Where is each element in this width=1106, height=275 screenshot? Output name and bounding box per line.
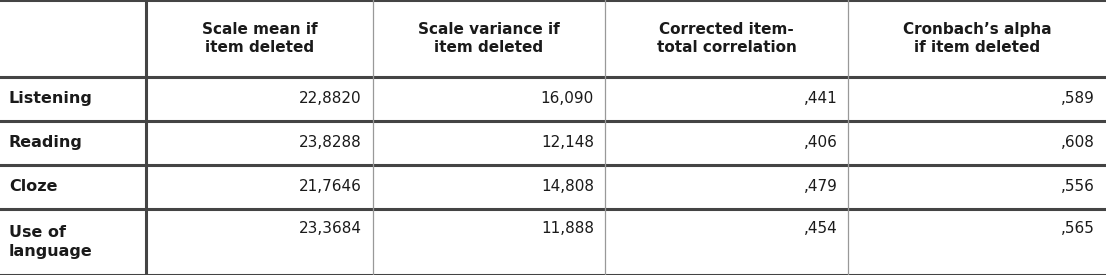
Text: ,608: ,608 bbox=[1061, 135, 1095, 150]
Text: 14,808: 14,808 bbox=[541, 179, 594, 194]
Text: 16,090: 16,090 bbox=[541, 91, 594, 106]
Text: 23,8288: 23,8288 bbox=[299, 135, 362, 150]
Text: Cronbach’s alpha
if item deleted: Cronbach’s alpha if item deleted bbox=[902, 22, 1052, 55]
Text: Listening: Listening bbox=[9, 91, 93, 106]
Text: 11,888: 11,888 bbox=[541, 221, 594, 236]
Text: Scale mean if
item deleted: Scale mean if item deleted bbox=[201, 22, 317, 55]
Text: Scale variance if
item deleted: Scale variance if item deleted bbox=[418, 22, 560, 55]
Text: Reading: Reading bbox=[9, 135, 83, 150]
Text: 21,7646: 21,7646 bbox=[299, 179, 362, 194]
Text: Corrected item-
total correlation: Corrected item- total correlation bbox=[657, 22, 796, 55]
Text: ,454: ,454 bbox=[803, 221, 837, 236]
Text: 22,8820: 22,8820 bbox=[299, 91, 362, 106]
Text: ,565: ,565 bbox=[1061, 221, 1095, 236]
Text: Use of
language: Use of language bbox=[9, 225, 93, 259]
Text: ,406: ,406 bbox=[803, 135, 837, 150]
Text: ,589: ,589 bbox=[1061, 91, 1095, 106]
Text: ,556: ,556 bbox=[1061, 179, 1095, 194]
Text: Cloze: Cloze bbox=[9, 179, 58, 194]
Text: 12,148: 12,148 bbox=[541, 135, 594, 150]
Text: ,479: ,479 bbox=[803, 179, 837, 194]
Text: ,441: ,441 bbox=[803, 91, 837, 106]
Text: 23,3684: 23,3684 bbox=[299, 221, 362, 236]
